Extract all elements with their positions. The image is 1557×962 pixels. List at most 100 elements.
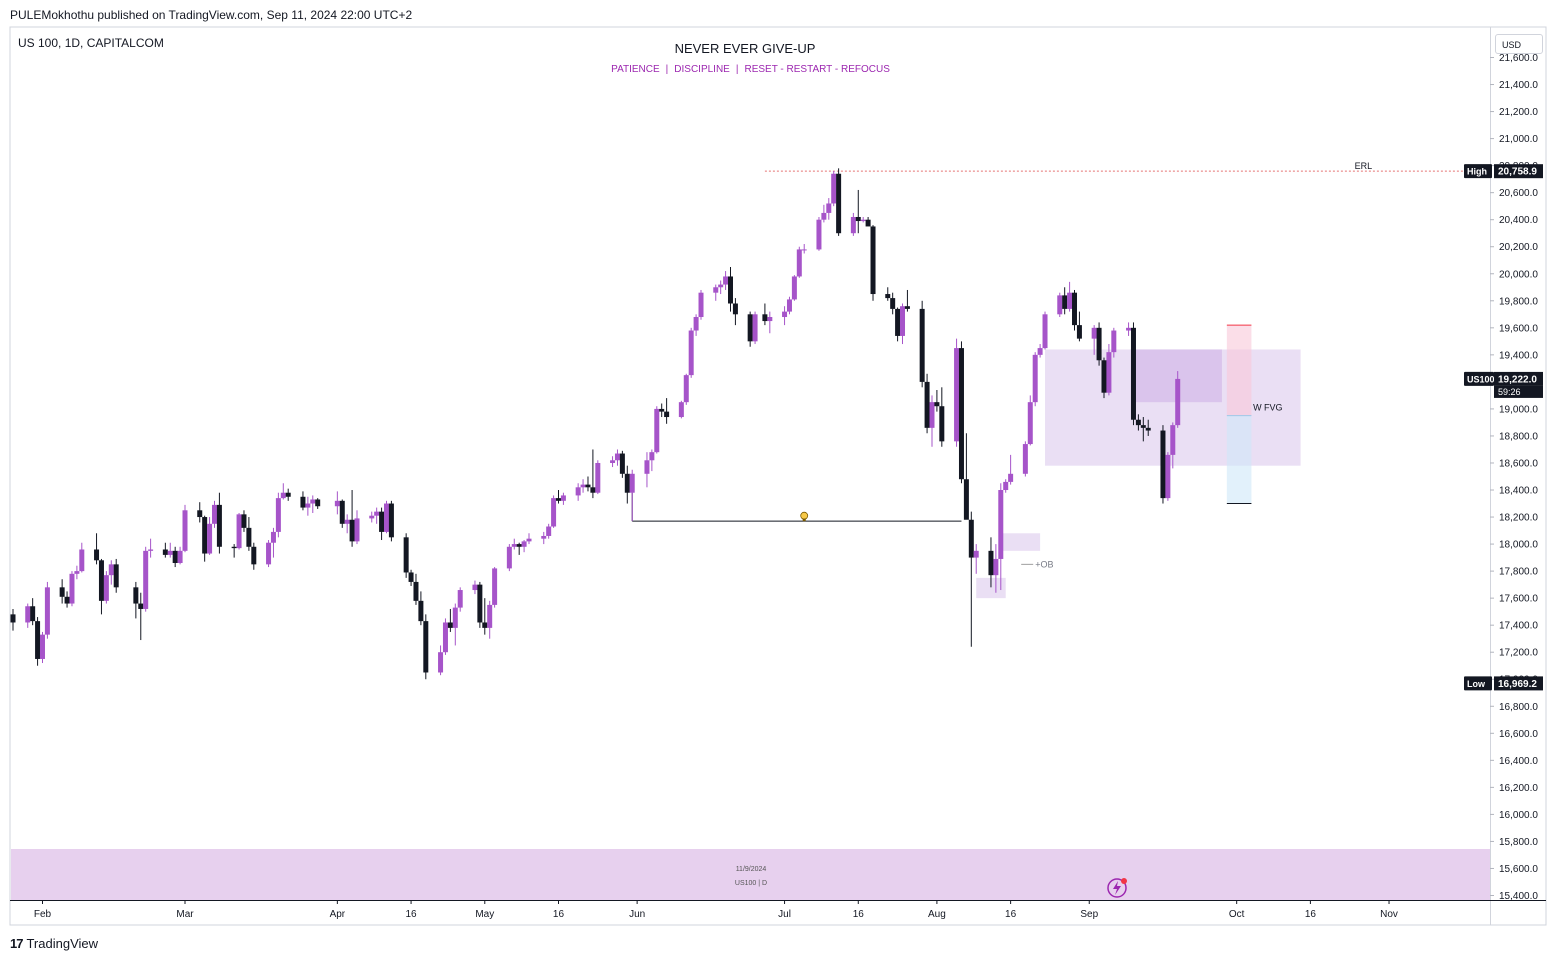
candle-body bbox=[305, 503, 311, 508]
candle-body bbox=[354, 518, 360, 542]
candle bbox=[506, 544, 512, 572]
candle-body bbox=[1145, 427, 1151, 431]
candle bbox=[10, 608, 16, 631]
candle-body bbox=[374, 511, 380, 516]
candle-body bbox=[1062, 295, 1068, 309]
candle-body bbox=[162, 549, 168, 555]
candle-body bbox=[560, 495, 566, 501]
candle bbox=[580, 479, 586, 493]
candle-body bbox=[1096, 327, 1102, 361]
candle bbox=[614, 449, 620, 466]
candle bbox=[315, 498, 321, 509]
candle-body bbox=[904, 306, 910, 309]
candle-body bbox=[698, 292, 704, 318]
candle-body bbox=[1072, 292, 1078, 326]
candle-body bbox=[1165, 454, 1171, 499]
candle-body bbox=[1042, 314, 1048, 349]
candle bbox=[35, 617, 41, 666]
y-tick-label: 21,400.0 bbox=[1499, 80, 1538, 91]
candle-body bbox=[595, 462, 601, 493]
candle bbox=[1160, 425, 1166, 504]
ob-label: +OB bbox=[1035, 559, 1053, 569]
candle bbox=[457, 587, 463, 612]
candle bbox=[177, 546, 183, 565]
candle-body bbox=[1160, 430, 1166, 499]
candle-body bbox=[25, 606, 31, 623]
candle-body bbox=[339, 500, 345, 524]
candle bbox=[1072, 289, 1078, 331]
x-tick-label: Aug bbox=[928, 909, 946, 920]
candle-body bbox=[624, 473, 630, 493]
candle bbox=[280, 483, 286, 500]
candle-body bbox=[202, 517, 208, 554]
candle-body bbox=[133, 587, 139, 604]
candle bbox=[113, 558, 119, 593]
candle-body bbox=[688, 330, 694, 376]
candle bbox=[511, 538, 517, 550]
y-tick-label: 18,200.0 bbox=[1499, 513, 1538, 524]
candle-body bbox=[791, 276, 797, 300]
candle-body bbox=[383, 503, 389, 532]
candles-layer bbox=[10, 168, 1181, 680]
candle-body bbox=[39, 634, 45, 659]
low-tag-value: 16,969.2 bbox=[1498, 679, 1537, 690]
candle bbox=[585, 476, 591, 492]
erl-label: ERL bbox=[1355, 161, 1373, 171]
candle-body bbox=[644, 460, 650, 474]
y-tick-label: 15,400.0 bbox=[1499, 891, 1538, 902]
candle bbox=[860, 216, 866, 223]
candle bbox=[388, 500, 394, 542]
candle-body bbox=[94, 549, 100, 561]
countdown-label: 59:26 bbox=[1498, 387, 1521, 397]
candle-body bbox=[251, 546, 257, 565]
candle bbox=[1096, 322, 1102, 366]
candle bbox=[1003, 479, 1009, 493]
candle-body bbox=[821, 212, 827, 220]
ob-zone-upper bbox=[1000, 533, 1041, 551]
candle-body bbox=[1008, 473, 1014, 482]
lightning-bolt-icon bbox=[1107, 878, 1127, 898]
candle-body bbox=[506, 546, 512, 569]
candle bbox=[816, 216, 822, 251]
candle bbox=[408, 569, 414, 586]
y-tick-label: 19,600.0 bbox=[1499, 323, 1538, 334]
candle bbox=[25, 603, 31, 628]
candle bbox=[182, 504, 188, 553]
subtitle-reset: RESET - RESTART - REFOCUS bbox=[744, 64, 890, 75]
candle bbox=[904, 289, 910, 312]
candle bbox=[44, 581, 50, 639]
candle bbox=[890, 292, 896, 315]
candle-body bbox=[492, 568, 498, 605]
position-target-zone bbox=[1226, 415, 1252, 504]
candle bbox=[167, 542, 173, 558]
candle-body bbox=[30, 606, 36, 622]
candle bbox=[718, 280, 724, 295]
candle-body bbox=[349, 519, 355, 542]
candle-body bbox=[629, 473, 635, 493]
current-tag-name: US100 bbox=[1467, 374, 1495, 384]
candle bbox=[693, 314, 699, 336]
candle bbox=[1042, 311, 1048, 350]
candle-body bbox=[487, 604, 493, 628]
candle bbox=[1135, 414, 1141, 431]
candle bbox=[924, 373, 930, 434]
candle-body bbox=[590, 487, 596, 493]
candle bbox=[752, 311, 758, 345]
currency-button[interactable]: USD bbox=[1495, 34, 1543, 54]
candle-body bbox=[713, 287, 719, 293]
candle-body bbox=[968, 519, 974, 558]
candle-body bbox=[924, 381, 930, 428]
candle bbox=[698, 289, 704, 320]
candle bbox=[266, 540, 272, 568]
subtitle-patience: PATIENCE bbox=[611, 64, 660, 75]
candle-body bbox=[885, 294, 891, 299]
candle bbox=[98, 558, 104, 615]
symbol-title: US 100, 1D, CAPITALCOM bbox=[18, 36, 164, 50]
candle-body bbox=[10, 614, 16, 623]
candle-body bbox=[988, 550, 994, 576]
candle bbox=[492, 567, 498, 608]
tradingview-brand[interactable]: 17 TradingView bbox=[10, 936, 98, 951]
candle bbox=[334, 491, 340, 515]
replay-icon-bolt bbox=[1113, 881, 1121, 895]
